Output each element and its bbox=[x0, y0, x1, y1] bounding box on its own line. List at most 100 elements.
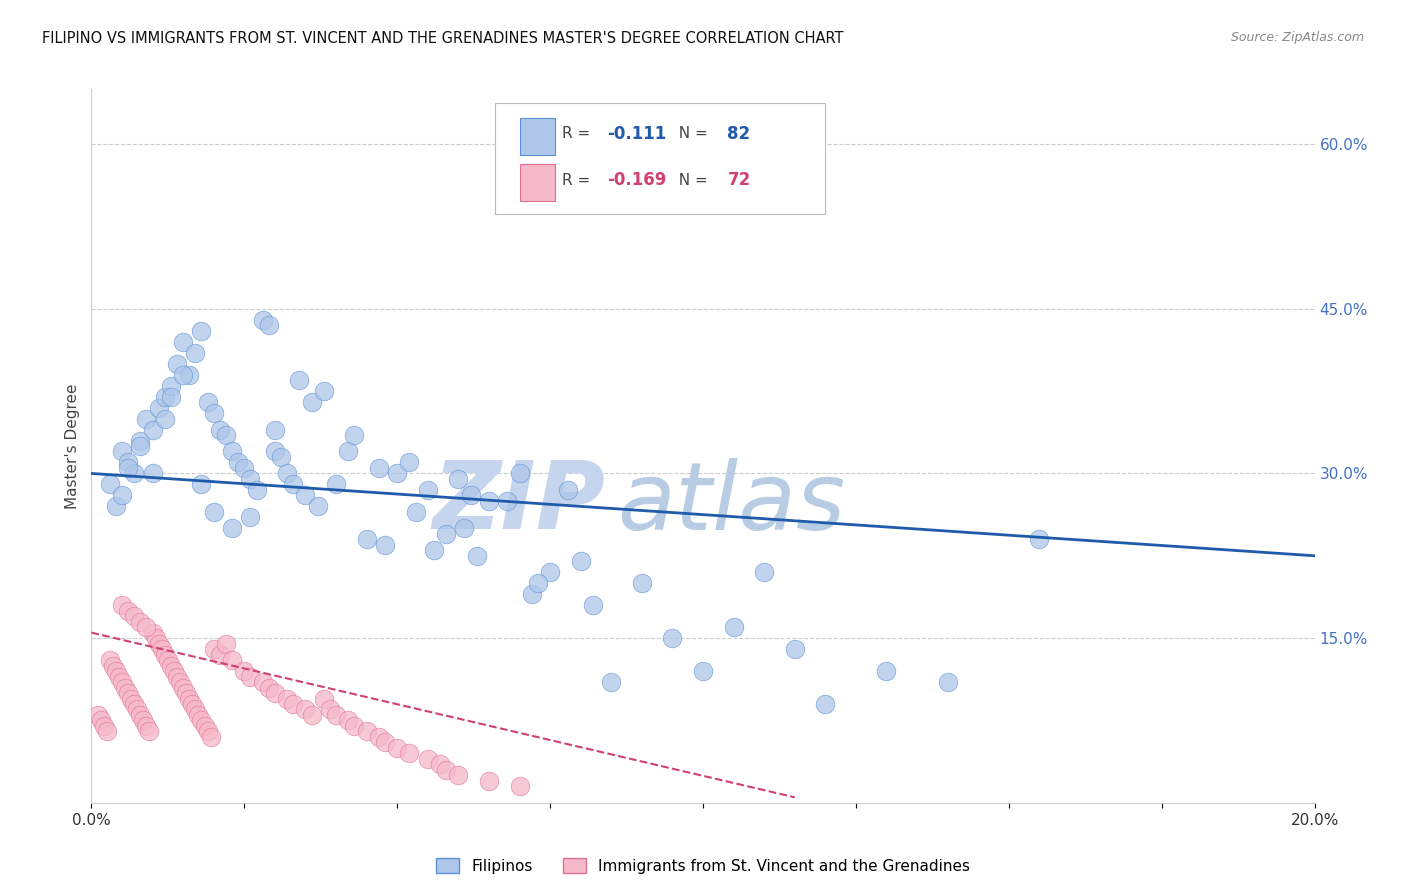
Point bbox=[117, 604, 139, 618]
Point bbox=[174, 686, 197, 700]
Point bbox=[221, 653, 243, 667]
Point bbox=[122, 697, 145, 711]
Point bbox=[135, 620, 157, 634]
FancyBboxPatch shape bbox=[520, 119, 555, 155]
Point bbox=[509, 467, 531, 481]
Point bbox=[184, 345, 207, 359]
Point bbox=[129, 434, 152, 448]
Point bbox=[875, 664, 898, 678]
Point bbox=[150, 642, 173, 657]
Point bbox=[356, 724, 378, 739]
Point bbox=[132, 714, 155, 728]
Point bbox=[754, 566, 776, 580]
Point bbox=[447, 768, 470, 782]
Point bbox=[96, 724, 118, 739]
Point bbox=[416, 752, 439, 766]
Point bbox=[190, 324, 212, 338]
Point bbox=[215, 428, 238, 442]
Point bbox=[153, 390, 176, 404]
Point bbox=[814, 697, 837, 711]
Point bbox=[104, 664, 127, 678]
Point bbox=[129, 708, 152, 723]
Point bbox=[202, 406, 225, 420]
Point bbox=[169, 675, 191, 690]
Point bbox=[117, 461, 139, 475]
Point bbox=[153, 648, 176, 662]
Point bbox=[661, 631, 683, 645]
Point bbox=[127, 702, 149, 716]
Point bbox=[187, 708, 209, 723]
Point bbox=[527, 576, 550, 591]
Point bbox=[239, 669, 262, 683]
Point bbox=[141, 625, 163, 640]
Point bbox=[153, 411, 176, 425]
Point bbox=[416, 483, 439, 497]
Text: N =: N = bbox=[669, 173, 713, 187]
Text: FILIPINO VS IMMIGRANTS FROM ST. VINCENT AND THE GRENADINES MASTER'S DEGREE CORRE: FILIPINO VS IMMIGRANTS FROM ST. VINCENT … bbox=[42, 31, 844, 46]
Point bbox=[172, 368, 194, 382]
Point bbox=[86, 708, 108, 723]
Point bbox=[117, 455, 139, 469]
Point bbox=[135, 719, 157, 733]
Point bbox=[184, 702, 207, 716]
Point bbox=[122, 467, 145, 481]
Point bbox=[434, 763, 457, 777]
Point bbox=[385, 740, 409, 755]
Point bbox=[264, 444, 287, 458]
Point bbox=[226, 455, 249, 469]
Point bbox=[181, 697, 204, 711]
Point bbox=[294, 488, 316, 502]
Point bbox=[141, 467, 163, 481]
Point bbox=[239, 510, 262, 524]
Point bbox=[405, 505, 427, 519]
Point bbox=[319, 702, 342, 716]
Point bbox=[343, 719, 366, 733]
Point bbox=[120, 691, 142, 706]
Point bbox=[301, 708, 323, 723]
Point bbox=[343, 428, 366, 442]
Point bbox=[276, 691, 298, 706]
Point bbox=[374, 735, 396, 749]
Point bbox=[337, 714, 360, 728]
Point bbox=[264, 423, 287, 437]
Point bbox=[288, 373, 311, 387]
Point bbox=[221, 444, 243, 458]
Point bbox=[385, 467, 409, 481]
Point bbox=[429, 757, 451, 772]
Point bbox=[283, 477, 305, 491]
FancyBboxPatch shape bbox=[495, 103, 825, 214]
Point bbox=[122, 609, 145, 624]
Point bbox=[557, 483, 579, 497]
Point bbox=[283, 697, 305, 711]
Point bbox=[257, 318, 280, 333]
Point bbox=[166, 669, 188, 683]
Point bbox=[202, 642, 225, 657]
Point bbox=[264, 686, 287, 700]
Point bbox=[233, 664, 256, 678]
Point bbox=[723, 620, 745, 634]
Point bbox=[172, 681, 194, 695]
Text: Source: ZipAtlas.com: Source: ZipAtlas.com bbox=[1230, 31, 1364, 45]
Point bbox=[179, 368, 201, 382]
Point bbox=[301, 395, 323, 409]
Point bbox=[135, 411, 157, 425]
Point bbox=[509, 780, 531, 794]
Point bbox=[252, 675, 274, 690]
Point bbox=[465, 549, 488, 563]
Point bbox=[276, 467, 298, 481]
Point bbox=[145, 631, 167, 645]
Point bbox=[374, 538, 396, 552]
Point bbox=[367, 461, 389, 475]
Point bbox=[163, 664, 186, 678]
Point bbox=[108, 669, 131, 683]
Point bbox=[337, 444, 360, 458]
Point bbox=[569, 554, 592, 568]
Point bbox=[325, 477, 347, 491]
Point bbox=[478, 773, 501, 788]
Point bbox=[631, 576, 654, 591]
Point bbox=[200, 730, 222, 744]
Point bbox=[98, 477, 121, 491]
Point bbox=[101, 658, 124, 673]
Point bbox=[117, 686, 139, 700]
Point bbox=[538, 566, 561, 580]
